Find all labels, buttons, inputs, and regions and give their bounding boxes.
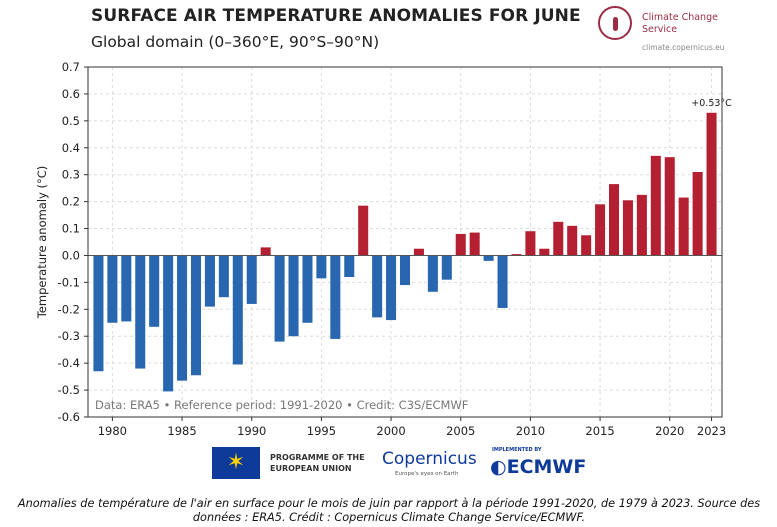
bar-2022	[692, 172, 703, 256]
copernicus-label: opernicus	[393, 449, 477, 469]
bar-1992	[274, 255, 285, 342]
y-tick-label: 0.6	[62, 87, 80, 101]
thermometer-icon	[598, 6, 632, 40]
bar-1989	[232, 255, 243, 365]
chart-title: SURFACE AIR TEMPERATURE ANOMALIES FOR JU…	[91, 6, 581, 26]
x-tick-label: 1985	[167, 424, 196, 435]
bar-2016	[608, 184, 620, 256]
max-annotation: +0.53°C	[691, 98, 732, 109]
y-tick-label: 0.7	[62, 60, 80, 74]
bar-1979	[93, 255, 104, 372]
bar-1993	[288, 255, 299, 337]
bar-2005	[455, 233, 466, 256]
eu-programme-label: PROGRAMME OF THE EUROPEAN UNION	[270, 453, 365, 473]
eu-flag-icon: ✶	[212, 447, 260, 479]
bar-2003	[427, 255, 438, 292]
y-tick-label: 0.2	[62, 195, 80, 209]
bar-2018	[636, 194, 647, 256]
copernicus-logo: Copernicus	[382, 449, 477, 469]
bar-2012	[553, 221, 564, 256]
bar-1987	[204, 255, 215, 307]
bar-2021	[678, 197, 689, 256]
bar-2004	[441, 255, 452, 280]
implemented-by-label: IMPLEMENTED BY	[492, 447, 542, 453]
bar-1991	[260, 247, 271, 256]
bar-2019	[650, 155, 661, 256]
bar-1984	[163, 255, 174, 392]
c3s-logo: Climate Change Service climate.copernicu…	[598, 6, 773, 54]
x-tick-label: 2000	[376, 424, 405, 435]
bar-2017	[622, 200, 633, 256]
y-tick-label: 0.4	[62, 141, 80, 155]
figure-caption: Anomalies de température de l'air en sur…	[17, 497, 761, 524]
bar-2015	[595, 204, 606, 256]
bar-1982	[135, 255, 146, 369]
y-tick-label: 0.1	[62, 222, 80, 236]
y-tick-label: -0.3	[58, 329, 80, 343]
bar-1980	[107, 255, 118, 323]
ecmwf-logo: ◐ECMWF	[490, 456, 587, 478]
bar-1983	[149, 255, 160, 327]
bar-2020	[664, 157, 675, 256]
bar-1990	[246, 255, 257, 304]
y-tick-label: -0.1	[58, 275, 80, 289]
bar-2013	[567, 225, 578, 256]
chart-subtitle: Global domain (0–360°E, 90°S–90°N)	[91, 33, 380, 51]
x-tick-label: 2020	[655, 424, 684, 435]
bar-2023	[706, 112, 717, 256]
x-tick-label: 1990	[237, 424, 266, 435]
bar-2014	[581, 235, 592, 256]
bar-1995	[316, 255, 327, 279]
logo-url: climate.copernicus.eu	[642, 43, 725, 52]
x-tick-label: 2015	[585, 424, 614, 435]
bar-1981	[121, 255, 132, 322]
plot-frame	[87, 66, 723, 418]
y-tick-label: 0.3	[62, 168, 80, 182]
x-tick-label: 2023	[697, 424, 726, 435]
bar-2002	[413, 248, 424, 256]
y-tick-label: 0.0	[62, 248, 80, 262]
y-tick-label: -0.5	[58, 383, 80, 397]
bar-1988	[218, 255, 229, 298]
footer-logos: ✶ PROGRAMME OF THE EUROPEAN UNION Copern…	[212, 447, 612, 481]
bar-2007	[483, 255, 494, 261]
bar-chart: 0.7 0.6 0.5 0.4 0.3 0.2 0.1 0.0 -0.1 -0.2 -0.3 -0.4…	[35, 60, 732, 435]
bar-2001	[399, 255, 411, 286]
y-tick-label: 0.5	[62, 114, 80, 128]
x-tick-label: 1980	[98, 424, 127, 435]
bar-2010	[525, 231, 536, 256]
bar-1998	[358, 205, 369, 256]
copernicus-tagline: Europe's eyes on Earth	[395, 471, 459, 477]
y-tick-label: -0.4	[58, 356, 80, 370]
bar-2009	[511, 254, 522, 256]
bar-2011	[539, 248, 550, 256]
x-tick-label: 1995	[307, 424, 336, 435]
x-tick-label: 2005	[446, 424, 475, 435]
x-tick-label: 2010	[516, 424, 545, 435]
y-axis-label: Temperature anomaly (°C)	[35, 166, 49, 320]
bar-1994	[302, 255, 313, 323]
logo-name: Climate Change Service	[642, 12, 718, 35]
bar-2006	[469, 232, 480, 256]
bar-1997	[344, 255, 355, 277]
y-tick-label: -0.6	[58, 410, 80, 424]
data-note: Data: ERA5 • Reference period: 1991-2020…	[95, 398, 468, 412]
ecmwf-label: ECMWF	[506, 456, 587, 478]
bar-1985	[177, 255, 188, 381]
bar-1996	[330, 255, 341, 339]
bar-2008	[497, 255, 508, 308]
bar-1986	[190, 255, 202, 376]
bar-2000	[386, 255, 397, 321]
y-tick-label: -0.2	[58, 302, 80, 316]
bar-1999	[372, 255, 383, 318]
